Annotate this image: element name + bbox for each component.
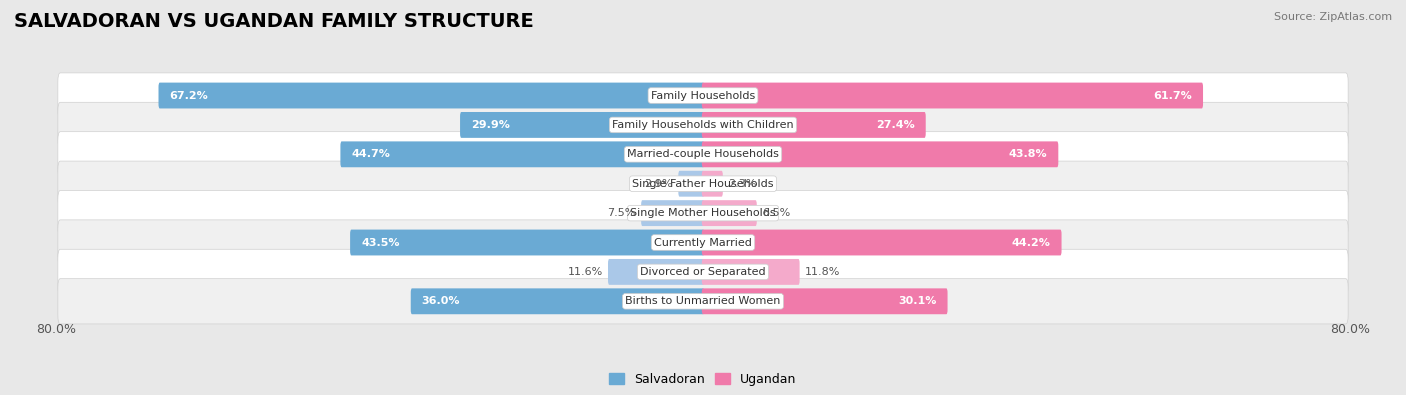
Text: Births to Unmarried Women: Births to Unmarried Women xyxy=(626,296,780,306)
Text: Single Father Households: Single Father Households xyxy=(633,179,773,189)
Text: 30.1%: 30.1% xyxy=(898,296,936,306)
Text: 43.8%: 43.8% xyxy=(1008,149,1047,159)
Text: 7.5%: 7.5% xyxy=(607,208,636,218)
Text: Family Households: Family Households xyxy=(651,90,755,101)
FancyBboxPatch shape xyxy=(678,171,704,197)
FancyBboxPatch shape xyxy=(702,171,723,197)
Text: 11.6%: 11.6% xyxy=(568,267,603,277)
Text: 67.2%: 67.2% xyxy=(170,90,208,101)
Text: 27.4%: 27.4% xyxy=(876,120,915,130)
Text: 2.9%: 2.9% xyxy=(644,179,673,189)
FancyBboxPatch shape xyxy=(607,259,704,285)
Legend: Salvadoran, Ugandan: Salvadoran, Ugandan xyxy=(605,368,801,391)
FancyBboxPatch shape xyxy=(58,132,1348,177)
FancyBboxPatch shape xyxy=(702,83,1204,109)
Text: 61.7%: 61.7% xyxy=(1153,90,1192,101)
Text: SALVADORAN VS UGANDAN FAMILY STRUCTURE: SALVADORAN VS UGANDAN FAMILY STRUCTURE xyxy=(14,12,534,31)
Text: 6.5%: 6.5% xyxy=(762,208,790,218)
Text: 44.7%: 44.7% xyxy=(352,149,391,159)
Text: 36.0%: 36.0% xyxy=(422,296,460,306)
FancyBboxPatch shape xyxy=(702,229,1062,256)
Text: 11.8%: 11.8% xyxy=(804,267,841,277)
FancyBboxPatch shape xyxy=(460,112,704,138)
Text: Family Households with Children: Family Households with Children xyxy=(612,120,794,130)
Text: Source: ZipAtlas.com: Source: ZipAtlas.com xyxy=(1274,12,1392,22)
FancyBboxPatch shape xyxy=(340,141,704,167)
Text: Single Mother Households: Single Mother Households xyxy=(630,208,776,218)
Text: Currently Married: Currently Married xyxy=(654,237,752,248)
FancyBboxPatch shape xyxy=(58,220,1348,265)
FancyBboxPatch shape xyxy=(350,229,704,256)
Text: 43.5%: 43.5% xyxy=(361,237,399,248)
Text: Divorced or Separated: Divorced or Separated xyxy=(640,267,766,277)
FancyBboxPatch shape xyxy=(58,278,1348,324)
FancyBboxPatch shape xyxy=(58,102,1348,148)
FancyBboxPatch shape xyxy=(641,200,704,226)
FancyBboxPatch shape xyxy=(702,200,756,226)
Text: 44.2%: 44.2% xyxy=(1012,237,1050,248)
FancyBboxPatch shape xyxy=(702,112,925,138)
Text: Married-couple Households: Married-couple Households xyxy=(627,149,779,159)
FancyBboxPatch shape xyxy=(58,190,1348,236)
Text: 29.9%: 29.9% xyxy=(471,120,510,130)
FancyBboxPatch shape xyxy=(411,288,704,314)
FancyBboxPatch shape xyxy=(58,161,1348,206)
FancyBboxPatch shape xyxy=(159,83,704,109)
FancyBboxPatch shape xyxy=(702,288,948,314)
FancyBboxPatch shape xyxy=(702,141,1059,167)
FancyBboxPatch shape xyxy=(702,259,800,285)
Text: 2.3%: 2.3% xyxy=(728,179,756,189)
FancyBboxPatch shape xyxy=(58,73,1348,118)
FancyBboxPatch shape xyxy=(58,249,1348,295)
